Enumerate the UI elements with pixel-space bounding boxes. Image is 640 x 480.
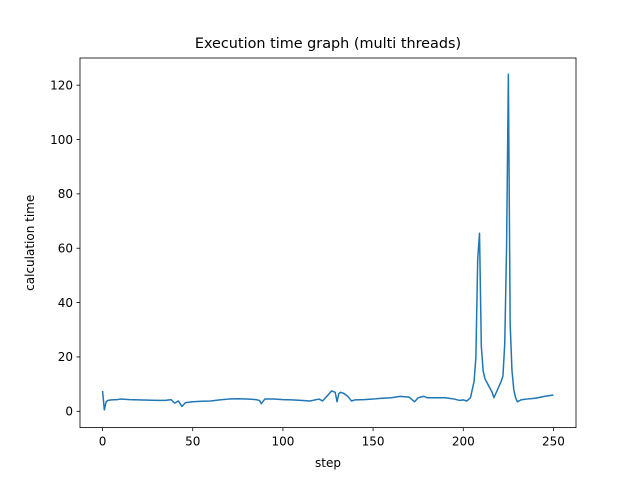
y-tick-label: 20 bbox=[58, 350, 73, 364]
y-tick-label: 100 bbox=[50, 133, 73, 147]
x-tick-label: 0 bbox=[99, 435, 107, 449]
x-tick-label: 50 bbox=[185, 435, 200, 449]
x-axis-label: step bbox=[315, 456, 341, 470]
y-tick-label: 80 bbox=[58, 187, 73, 201]
plot-frame bbox=[79, 57, 577, 429]
y-tick-label: 60 bbox=[58, 242, 73, 256]
y-tick-label: 40 bbox=[58, 296, 73, 310]
x-tick-label: 250 bbox=[542, 435, 565, 449]
series-line bbox=[101, 73, 554, 411]
chart-title: Execution time graph (multi threads) bbox=[195, 36, 461, 52]
x-tick-label: 150 bbox=[362, 435, 385, 449]
y-tick-label: 0 bbox=[65, 405, 73, 419]
y-axis-label: calculation time bbox=[23, 195, 37, 291]
axis-ticks: 0 50 100 150 200 250 0 20 40 60 80 100 120 bbox=[50, 78, 565, 448]
y-tick-label: 120 bbox=[50, 78, 73, 92]
x-tick-label: 100 bbox=[271, 435, 294, 449]
x-tick-label: 200 bbox=[452, 435, 475, 449]
